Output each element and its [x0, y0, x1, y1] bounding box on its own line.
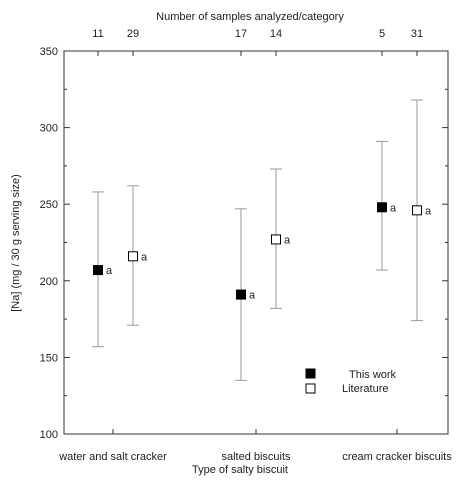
top-axis: 11 17 5 29 14 31: [92, 28, 423, 56]
significance-label: a: [141, 251, 148, 263]
y-tick-label: 250: [40, 199, 58, 211]
significance-label: a: [390, 202, 397, 214]
top-sample-count-label: 29: [127, 28, 139, 40]
x-axis-title: Type of salty biscuit: [192, 464, 288, 476]
x-category-label: cream cracker biscuits: [342, 451, 452, 463]
significance-label: a: [249, 290, 256, 302]
y-tick-label: 200: [40, 276, 58, 288]
data-point-this-work: [236, 289, 246, 300]
x-category-label: salted biscuits: [221, 451, 291, 463]
y-tick-label: 300: [40, 123, 58, 135]
data-point-literature: [128, 251, 138, 262]
top-sample-count-label: 5: [379, 28, 385, 40]
top-axis-title: Number of samples analyzed/category: [156, 11, 344, 23]
legend-swatch-literature: [305, 383, 316, 394]
x-axis: water and salt cracker salted biscuits cre…: [58, 429, 452, 463]
y-tick-label: 150: [40, 352, 58, 364]
significance-label: a: [106, 265, 113, 277]
significance-label: a: [425, 205, 432, 217]
data-point-this-work: [93, 265, 103, 276]
y-tick-label: 350: [40, 46, 58, 58]
data-point-literature: [271, 234, 281, 245]
legend-label-this-work: This work: [349, 369, 397, 381]
y-axis: 100 150 200 250 300 350: [40, 46, 448, 441]
legend-label-literature: Literature: [342, 383, 388, 395]
top-sample-count-label: 14: [270, 28, 282, 40]
top-sample-count-label: 31: [411, 28, 423, 40]
top-sample-count-label: 17: [235, 28, 247, 40]
y-axis-title: [Na] (mg / 30 g serving size): [10, 174, 22, 312]
top-sample-count-label: 11: [92, 28, 103, 40]
legend-swatch-this-work: [305, 368, 316, 379]
data-point-this-work: [377, 202, 387, 213]
y-tick-label: 100: [40, 429, 58, 441]
x-category-label: water and salt cracker: [58, 451, 167, 463]
legend: This work Literature: [305, 368, 397, 395]
data-point-literature: [412, 205, 422, 216]
significance-label: a: [284, 234, 291, 246]
data-marks: a a a a a a: [92, 99, 432, 381]
